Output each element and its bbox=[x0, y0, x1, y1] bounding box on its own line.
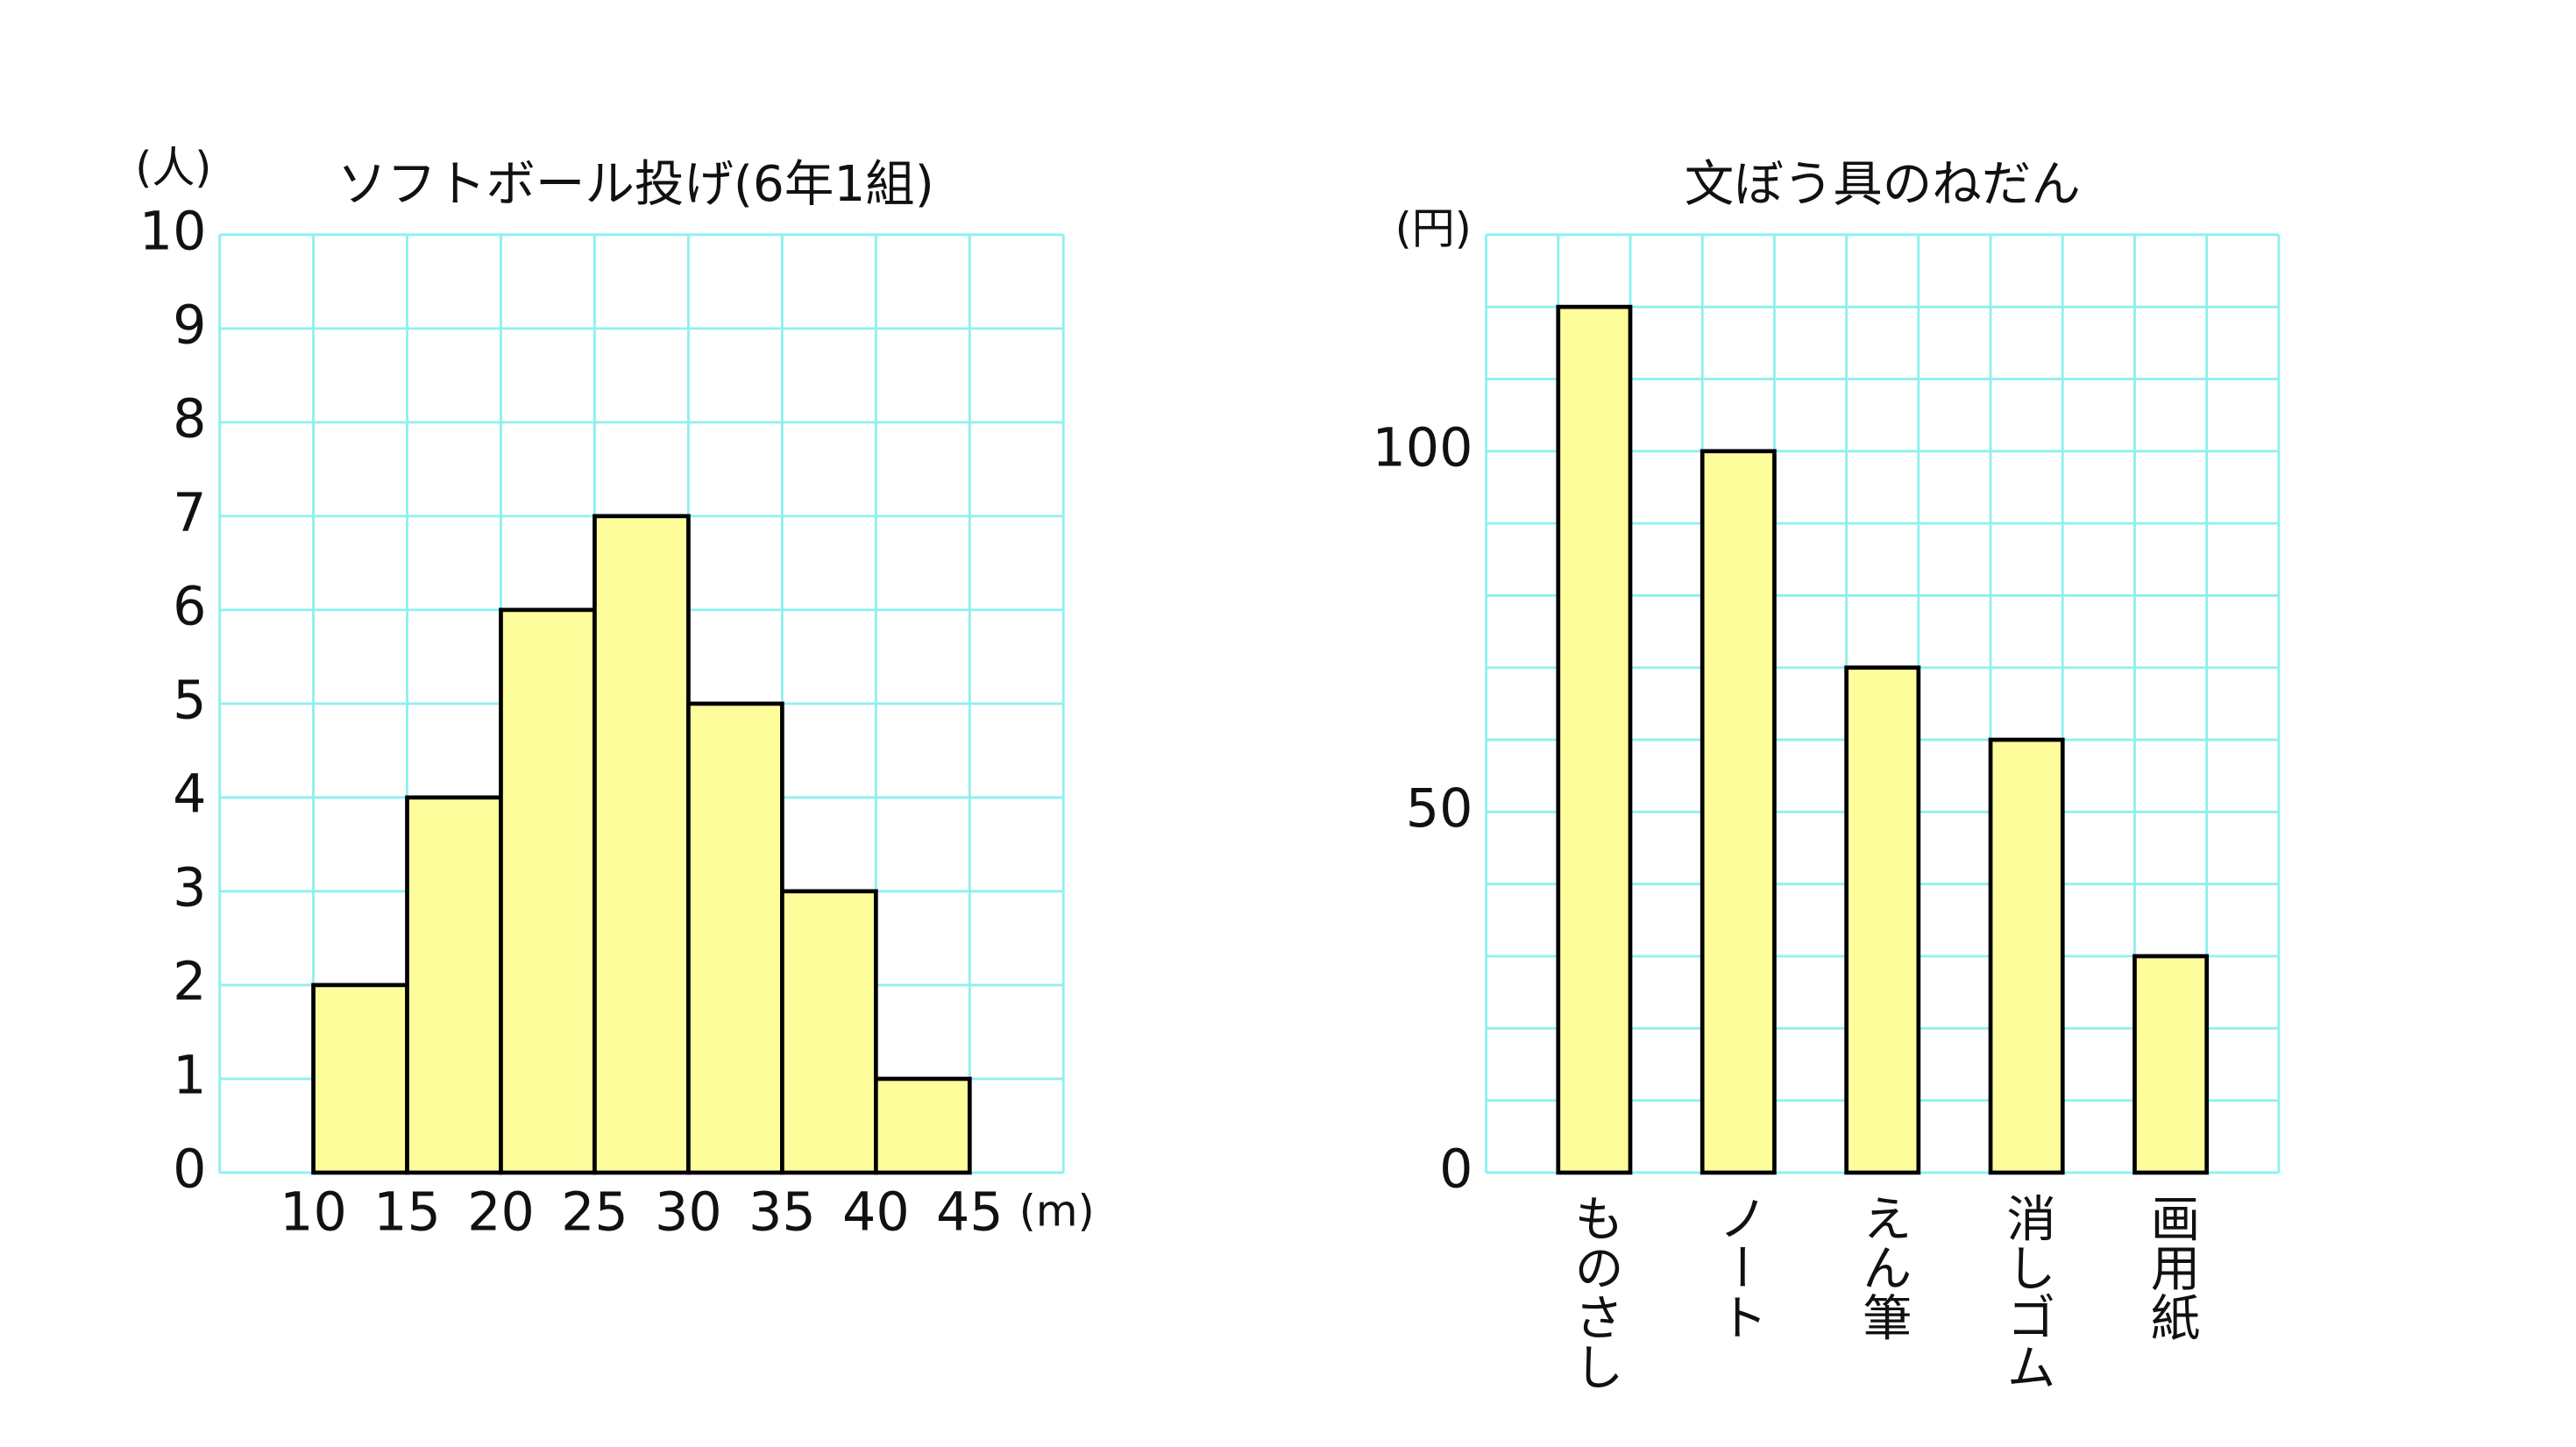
y-tick-label: 5 bbox=[173, 670, 206, 731]
bar bbox=[1844, 665, 1921, 1175]
x-unit: (m) bbox=[1019, 1187, 1095, 1237]
x-tick-label: 15 bbox=[373, 1182, 441, 1244]
y-tick-label: 8 bbox=[173, 388, 206, 450]
x-tick-label: 40 bbox=[842, 1182, 910, 1244]
bar bbox=[405, 795, 503, 1175]
x-tick-label: 10 bbox=[280, 1182, 347, 1244]
x-tick-label: 20 bbox=[467, 1182, 535, 1244]
bar bbox=[311, 982, 409, 1175]
y-tick-label: 9 bbox=[173, 294, 206, 356]
x-tick-label: 消しゴム bbox=[1998, 1193, 2055, 1391]
chart-title: 文ぼう具のねだん bbox=[1685, 156, 2081, 213]
y-tick-label: 4 bbox=[173, 763, 206, 825]
x-tick-label: 35 bbox=[749, 1182, 816, 1244]
bar bbox=[873, 1076, 972, 1175]
bar bbox=[780, 889, 878, 1175]
y-tick-label: 2 bbox=[173, 952, 206, 1013]
x-tick-label: 25 bbox=[561, 1182, 628, 1244]
x-tick-label: ものさし bbox=[1565, 1193, 1622, 1391]
y-tick-label: 1 bbox=[173, 1046, 206, 1107]
bar bbox=[1988, 737, 2065, 1175]
bar bbox=[1700, 449, 1777, 1175]
y-tick-label: 6 bbox=[173, 576, 206, 637]
y-tick-label: 0 bbox=[1439, 1139, 1473, 1201]
x-tick-label: ノート bbox=[1710, 1193, 1767, 1342]
bar bbox=[686, 701, 784, 1175]
bar bbox=[499, 607, 597, 1175]
y-tick-label: 7 bbox=[173, 482, 206, 543]
x-tick-label: 45 bbox=[936, 1182, 1004, 1244]
bar bbox=[2132, 954, 2210, 1175]
y-tick-label: 10 bbox=[139, 201, 207, 262]
x-tick-label: 30 bbox=[655, 1182, 722, 1244]
y-unit: (円) bbox=[1395, 204, 1472, 254]
x-tick-label: えん筆 bbox=[1854, 1193, 1911, 1342]
y-tick-label: 3 bbox=[173, 858, 206, 919]
y-tick-label: 0 bbox=[173, 1139, 206, 1201]
y-tick-label: 50 bbox=[1406, 778, 1473, 840]
bar bbox=[1556, 304, 1633, 1175]
chart-title: ソフトボール投げ(6年1組) bbox=[337, 156, 934, 213]
y-tick-label: 100 bbox=[1372, 417, 1473, 479]
x-tick-label: 画用紙 bbox=[2142, 1193, 2199, 1342]
bar bbox=[593, 514, 691, 1175]
y-unit: (人) bbox=[135, 143, 211, 193]
